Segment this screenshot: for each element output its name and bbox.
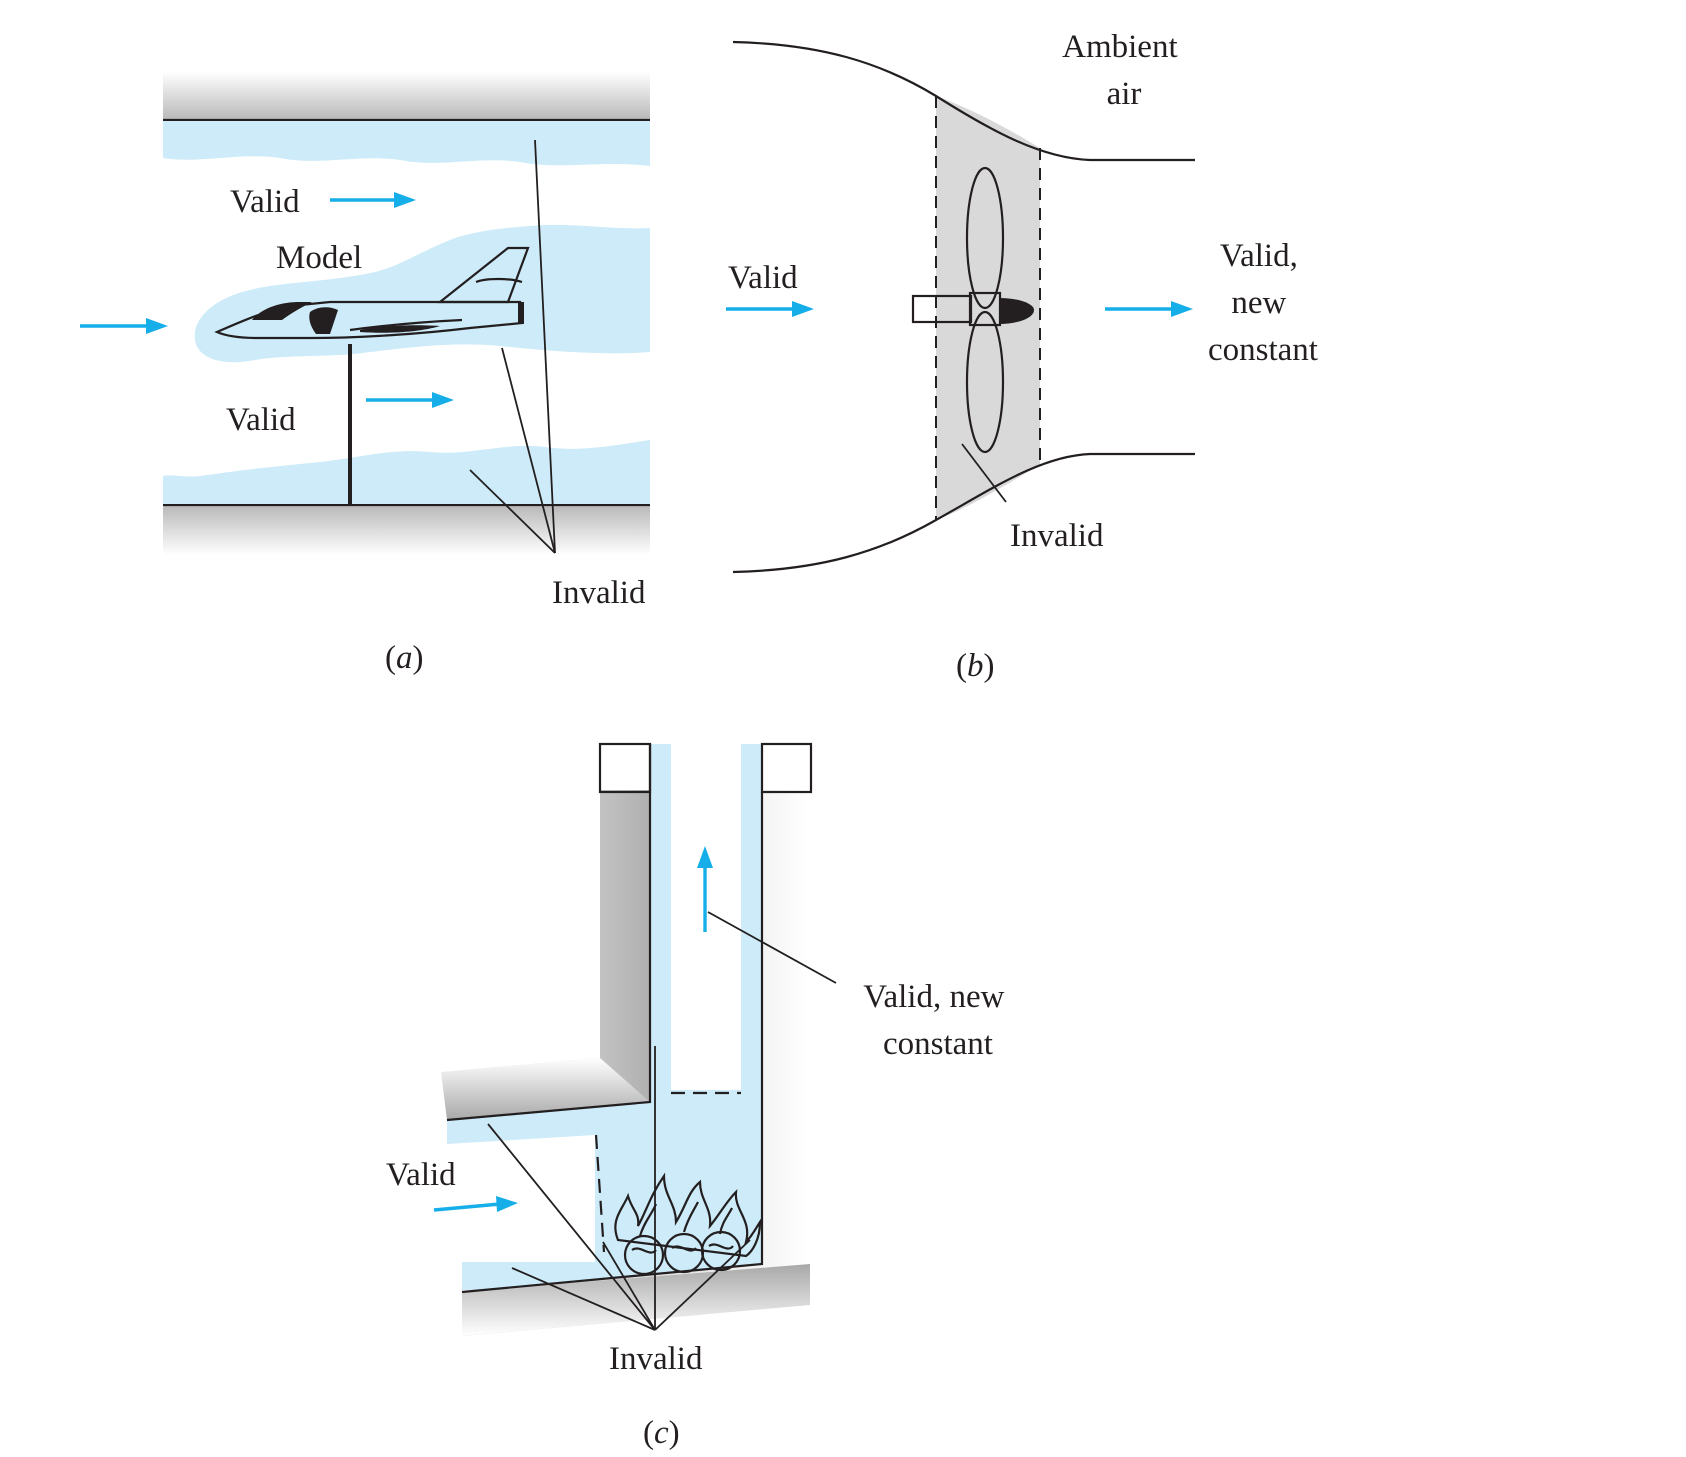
panel-a-wind-tunnel: Valid Model Valid Invalid (a) (80, 72, 650, 676)
caption-c: (c) (643, 1415, 680, 1451)
aircraft-model (214, 246, 530, 340)
ambient-air-label: Ambient air (1062, 29, 1186, 112)
invalid-label-c: Invalid (609, 1341, 703, 1377)
inlet-dashed-boundary (594, 1134, 606, 1253)
tunnel-bottom-wall (163, 505, 650, 555)
valid-inlet-label: Valid (728, 260, 798, 296)
valid-upper-label: Valid (230, 184, 300, 220)
fireplace-inlet-arrow (433, 1196, 518, 1212)
panel-b-invalid-leader (961, 443, 1007, 503)
inlet-flow-arrow (80, 318, 168, 334)
propeller (911, 166, 1034, 454)
model-label: Model (276, 240, 362, 276)
caption-b: (b) (956, 648, 995, 684)
caption-a: (a) (385, 640, 424, 676)
propeller-inlet-arrow (726, 301, 814, 317)
upper-flow-arrow (330, 192, 416, 208)
chimney-cap-right (760, 742, 813, 794)
tunnel-top-wall (163, 72, 650, 120)
valid-new-constant-label-c: Valid, new constant (863, 979, 1012, 1062)
panel-b-propeller: Ambient air Valid Valid, new constant In… (726, 29, 1318, 684)
panel-a-invalid-leaders (469, 139, 556, 554)
chimney-left-layer (650, 744, 671, 1100)
invalid-label-a: Invalid (552, 575, 646, 611)
streamtube-lower (732, 452, 1195, 574)
model-wake-region (194, 224, 650, 363)
lower-flow-arrow (366, 392, 454, 408)
top-boundary-layer (163, 121, 650, 166)
chimney-updraft-arrow (697, 846, 713, 932)
chimney-cap-left (598, 742, 652, 794)
propeller-outlet-arrow (1105, 301, 1193, 317)
valid-inlet-label-c: Valid (386, 1157, 456, 1193)
streamtube-upper (732, 40, 1195, 162)
valid-outlet-label: Valid, new constant (1208, 238, 1318, 368)
invalid-label-b: Invalid (1010, 518, 1104, 554)
valid-lower-label: Valid (226, 402, 296, 438)
bottom-boundary-layer (163, 440, 650, 504)
panel-c-invalid-leaders (487, 1046, 751, 1331)
chimney-right-layer (741, 744, 762, 1100)
panel-c-chimney: Valid, new constant Valid Invalid (c) (386, 742, 1012, 1451)
chimney-valid-leader (707, 911, 837, 984)
